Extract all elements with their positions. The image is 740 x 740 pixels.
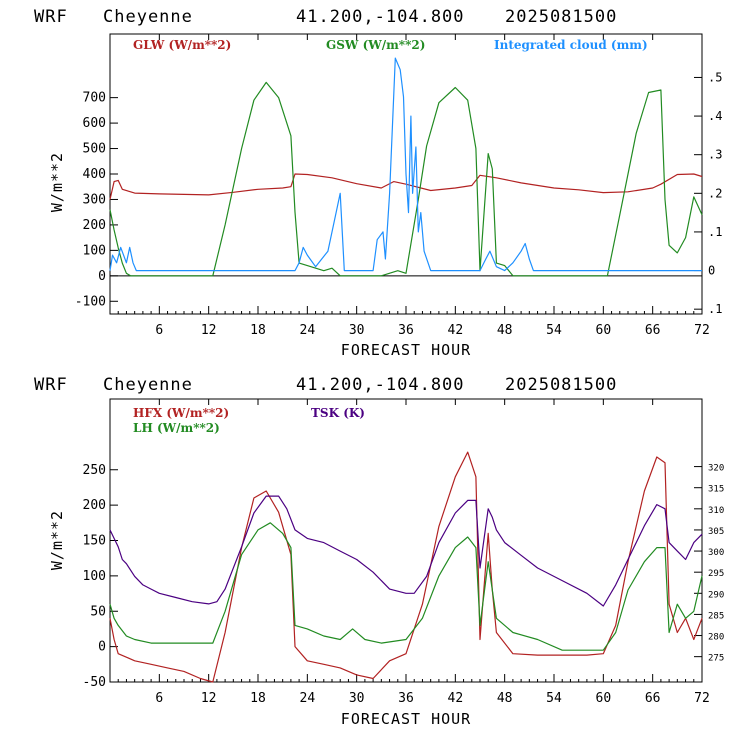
top-y-tick-label: 0: [98, 269, 106, 284]
top-y2-tick-label: .3: [708, 148, 722, 162]
bottom-x-tick-label: 72: [694, 691, 710, 706]
top-x-tick-label: 30: [349, 323, 365, 338]
bottom-x-axis-label: FORECAST HOUR: [341, 710, 471, 728]
bottom-y2-tick-label: 310: [708, 506, 724, 516]
top-y-tick-label: 700: [83, 91, 106, 106]
bottom-series-line-1: [109, 522, 703, 651]
top-x-tick-label: 48: [497, 323, 513, 338]
bottom-x-tick-label: 12: [201, 691, 217, 706]
header-run: 2025081500: [505, 7, 617, 27]
top-y-tick-label: 100: [83, 243, 106, 258]
top-plot-area: 6 12 18 24 30 36 42 48 54 60 66 72 -100 0 100 200 300 400…: [75, 34, 722, 338]
top-x-tick-label: 6: [155, 323, 163, 338]
header-station-2: Cheyenne: [103, 375, 193, 395]
bottom-x-tick-label: 42: [448, 691, 464, 706]
legend-lh: LH (W/m**2): [133, 421, 220, 435]
top-legend: GLW (W/m**2) GSW (W/m**2) Integrated clo…: [133, 38, 648, 52]
top-y2-tick-label: .4: [708, 109, 722, 123]
top-y-tick-label: 300: [83, 192, 106, 207]
bottom-series-line-2: [109, 495, 703, 607]
top-x-tick-label: 72: [694, 323, 710, 338]
bottom-y2-tick-label: 280: [708, 633, 724, 643]
top-y-axis-label: W/m**2: [48, 152, 66, 212]
top-x-tick-label: 66: [645, 323, 661, 338]
bottom-x-tick-label: 66: [645, 691, 661, 706]
bottom-y2-tick-label: 285: [708, 611, 724, 621]
top-x-tick-label: 60: [596, 323, 612, 338]
legend-hfx: HFX (W/m**2): [133, 406, 229, 420]
bottom-y-tick-label: 0: [98, 640, 106, 655]
bottom-panel: WRF Cheyenne 41.200,-104.800 2025081500 …: [34, 375, 724, 728]
top-y2-tick-label: .2: [708, 186, 722, 200]
legend-gsw: GSW (W/m**2): [326, 38, 425, 52]
top-y-tick-label: 500: [83, 142, 106, 157]
bottom-y2-tick-label: 315: [708, 485, 724, 495]
legend-cloud: Integrated cloud (mm): [494, 38, 648, 52]
header-model-2: WRF: [34, 375, 68, 395]
bottom-y-tick-label: 250: [83, 463, 106, 478]
top-x-tick-label: 12: [201, 323, 217, 338]
top-header: WRF Cheyenne 41.200,-104.800 2025081500: [34, 7, 617, 27]
top-x-tick-label: 24: [300, 323, 316, 338]
header-run-2: 2025081500: [505, 375, 617, 395]
bottom-x-tick-label: 54: [546, 691, 562, 706]
top-y2-tick-label: 0: [708, 264, 715, 278]
top-series-line-0: [109, 173, 703, 200]
bottom-y-tick-label: 50: [90, 604, 106, 619]
header-station: Cheyenne: [103, 7, 193, 27]
top-y-tick-label: 600: [83, 116, 106, 131]
bottom-y-axis-label: W/m**2: [48, 510, 66, 570]
bottom-header: WRF Cheyenne 41.200,-104.800 2025081500: [34, 375, 617, 395]
bottom-x-tick-label: 18: [250, 691, 266, 706]
top-panel: WRF Cheyenne 41.200,-104.800 2025081500 …: [34, 7, 722, 359]
top-y-tick-label: 200: [83, 218, 106, 233]
bottom-plot-area: 6 12 18 24 30 36 42 48 54 60 66 72 -50 0 50 100 150 200 25…: [83, 399, 724, 706]
top-y2-tick-label: .1: [708, 225, 722, 239]
bottom-y-tick-label: -50: [83, 675, 106, 690]
top-y2-tick-label: .1: [708, 302, 722, 316]
bottom-x-tick-label: 30: [349, 691, 365, 706]
header-coords: 41.200,-104.800: [296, 7, 465, 27]
top-x-tick-label: 54: [546, 323, 562, 338]
bottom-legend: HFX (W/m**2) LH (W/m**2) TSK (K): [133, 406, 365, 435]
bottom-y2-tick-label: 295: [708, 569, 724, 579]
bottom-x-tick-label: 36: [398, 691, 414, 706]
top-y2-tick-label: .5: [708, 70, 722, 84]
top-series-line-2: [109, 57, 702, 272]
top-y-tick-label: 400: [83, 167, 106, 182]
header-coords-2: 41.200,-104.800: [296, 375, 465, 395]
bottom-x-tick-label: 6: [155, 691, 163, 706]
bottom-y2-tick-label: 300: [708, 548, 724, 558]
top-y-tick-label: -100: [75, 294, 106, 309]
bottom-series-line-0: [109, 451, 703, 683]
legend-tsk: TSK (K): [311, 406, 365, 420]
legend-glw: GLW (W/m**2): [133, 38, 231, 52]
top-x-tick-label: 42: [448, 323, 464, 338]
bottom-x-tick-label: 48: [497, 691, 513, 706]
bottom-y-tick-label: 100: [83, 569, 106, 584]
bottom-y2-tick-label: 305: [708, 527, 724, 537]
bottom-x-tick-label: 60: [596, 691, 612, 706]
bottom-y-tick-label: 150: [83, 534, 106, 549]
top-x-axis-label: FORECAST HOUR: [341, 341, 471, 359]
top-x-tick-label: 36: [398, 323, 414, 338]
top-series-line-1: [109, 81, 703, 277]
bottom-y2-tick-label: 275: [708, 654, 724, 664]
bottom-x-tick-label: 24: [300, 691, 316, 706]
top-x-tick-label: 18: [250, 323, 266, 338]
bottom-y2-tick-label: 290: [708, 590, 724, 600]
bottom-y2-tick-label: 320: [708, 464, 724, 474]
bottom-y-tick-label: 200: [83, 498, 106, 513]
header-model: WRF: [34, 7, 68, 27]
